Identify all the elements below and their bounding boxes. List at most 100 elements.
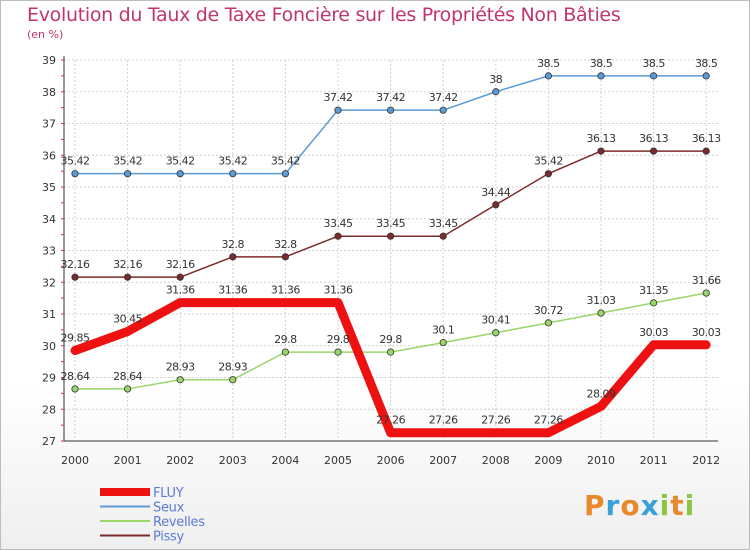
data-label: 31.36 — [218, 284, 247, 297]
data-point — [597, 72, 605, 80]
data-point — [124, 385, 132, 393]
data-label: 30.03 — [639, 326, 668, 339]
data-point — [71, 273, 79, 281]
data-label: 27.26 — [534, 414, 563, 427]
data-label: 28.64 — [61, 370, 90, 383]
series-line-fluy — [70, 298, 711, 438]
data-label: 27.26 — [481, 414, 510, 427]
x-tick-label: 2006 — [377, 454, 405, 467]
y-tick-label: 32 — [42, 276, 56, 289]
data-label: 27.26 — [376, 414, 405, 427]
data-label: 37.42 — [429, 91, 458, 104]
data-label: 35.42 — [61, 155, 90, 168]
data-label: 32.8 — [222, 238, 245, 251]
data-point — [597, 147, 605, 155]
data-label: 35.42 — [534, 155, 563, 168]
data-point — [492, 329, 500, 337]
logo-letter: o — [620, 489, 641, 522]
data-point — [229, 170, 237, 178]
data-point — [124, 273, 132, 281]
data-label: 35.42 — [166, 155, 195, 168]
data-label: 31.03 — [587, 294, 616, 307]
data-point — [649, 299, 658, 307]
data-point — [176, 170, 184, 178]
x-tick-label: 2008 — [482, 454, 510, 467]
data-label: 37.42 — [376, 91, 405, 104]
y-tick-label: 39 — [42, 54, 56, 67]
data-point — [439, 338, 447, 347]
legend-label-seux: Seux — [153, 501, 185, 516]
data-label: 38.5 — [695, 57, 718, 70]
data-point — [439, 232, 447, 240]
data-point — [439, 106, 447, 114]
data-point — [281, 348, 289, 356]
x-tick-label: 2010 — [587, 454, 615, 467]
data-label: 31.35 — [639, 284, 668, 297]
data-label: 38.5 — [642, 57, 665, 70]
logo-letter: i — [684, 489, 696, 522]
x-tick-label: 2009 — [534, 454, 562, 467]
data-point — [386, 348, 395, 356]
logo-letter: i — [659, 489, 671, 522]
y-tick-label: 37 — [42, 118, 56, 131]
y-tick-label: 33 — [42, 245, 56, 258]
logo-letter: P — [584, 489, 606, 522]
data-point — [229, 376, 237, 384]
data-label: 31.36 — [271, 284, 300, 297]
data-label: 36.13 — [692, 132, 721, 145]
series-layer — [70, 72, 711, 438]
data-label: 28.64 — [113, 370, 142, 383]
data-point — [702, 147, 710, 155]
data-label: 32.8 — [274, 238, 297, 251]
proxiti-logo: Proxiti — [584, 489, 695, 522]
logo-letter: r — [605, 489, 621, 522]
data-point — [702, 289, 710, 297]
data-label: 33.45 — [324, 217, 353, 230]
data-point — [71, 170, 79, 178]
data-label: 36.13 — [587, 132, 616, 145]
data-label: 35.42 — [218, 155, 247, 168]
data-label: 34.44 — [481, 186, 510, 199]
data-label: 28.93 — [166, 361, 195, 374]
data-label: 30.1 — [432, 324, 455, 337]
x-tick-label: 2005 — [324, 454, 352, 467]
data-point — [649, 72, 658, 80]
data-label: 30.45 — [113, 312, 142, 325]
data-label: 28.09 — [587, 387, 616, 400]
y-tick-label: 27 — [42, 435, 56, 448]
data-label: 29.8 — [379, 333, 402, 346]
axes: 27 28 29 30 31 32 33 34 35 36 37 38 39 2000 2001 2002 20… — [42, 54, 720, 467]
legend-label-pissy: Pissy — [153, 530, 185, 545]
data-label: 37.42 — [324, 91, 353, 104]
data-label: 31.36 — [324, 284, 353, 297]
data-point — [281, 170, 289, 178]
x-tick-label: 2007 — [429, 454, 457, 467]
data-point — [492, 201, 500, 209]
data-point — [386, 106, 395, 114]
x-tick-label: 2002 — [166, 454, 194, 467]
data-point — [176, 273, 184, 281]
data-label: 35.42 — [271, 155, 300, 168]
y-tick-label: 36 — [42, 149, 56, 162]
x-tick-label: 2001 — [114, 454, 142, 467]
data-point — [281, 253, 289, 261]
data-label: 30.03 — [692, 326, 721, 339]
data-label: 38 — [489, 73, 502, 86]
data-point — [649, 147, 658, 155]
data-point — [334, 106, 342, 114]
chart-title: Evolution du Taux de Taxe Foncière sur l… — [27, 4, 621, 26]
data-point — [544, 170, 553, 178]
y-tick-label: 34 — [42, 213, 56, 226]
x-tick-label: 2000 — [61, 454, 89, 467]
y-tick-label: 38 — [42, 86, 56, 99]
y-tick-label: 30 — [42, 340, 56, 353]
legend-label-fluy: FLUY — [153, 486, 184, 501]
data-point — [124, 170, 132, 178]
y-tick-label: 35 — [42, 181, 56, 194]
x-tick-label: 2004 — [271, 454, 299, 467]
data-point — [334, 232, 342, 240]
x-tick-label: 2012 — [692, 454, 720, 467]
data-label: 31.36 — [166, 284, 195, 297]
